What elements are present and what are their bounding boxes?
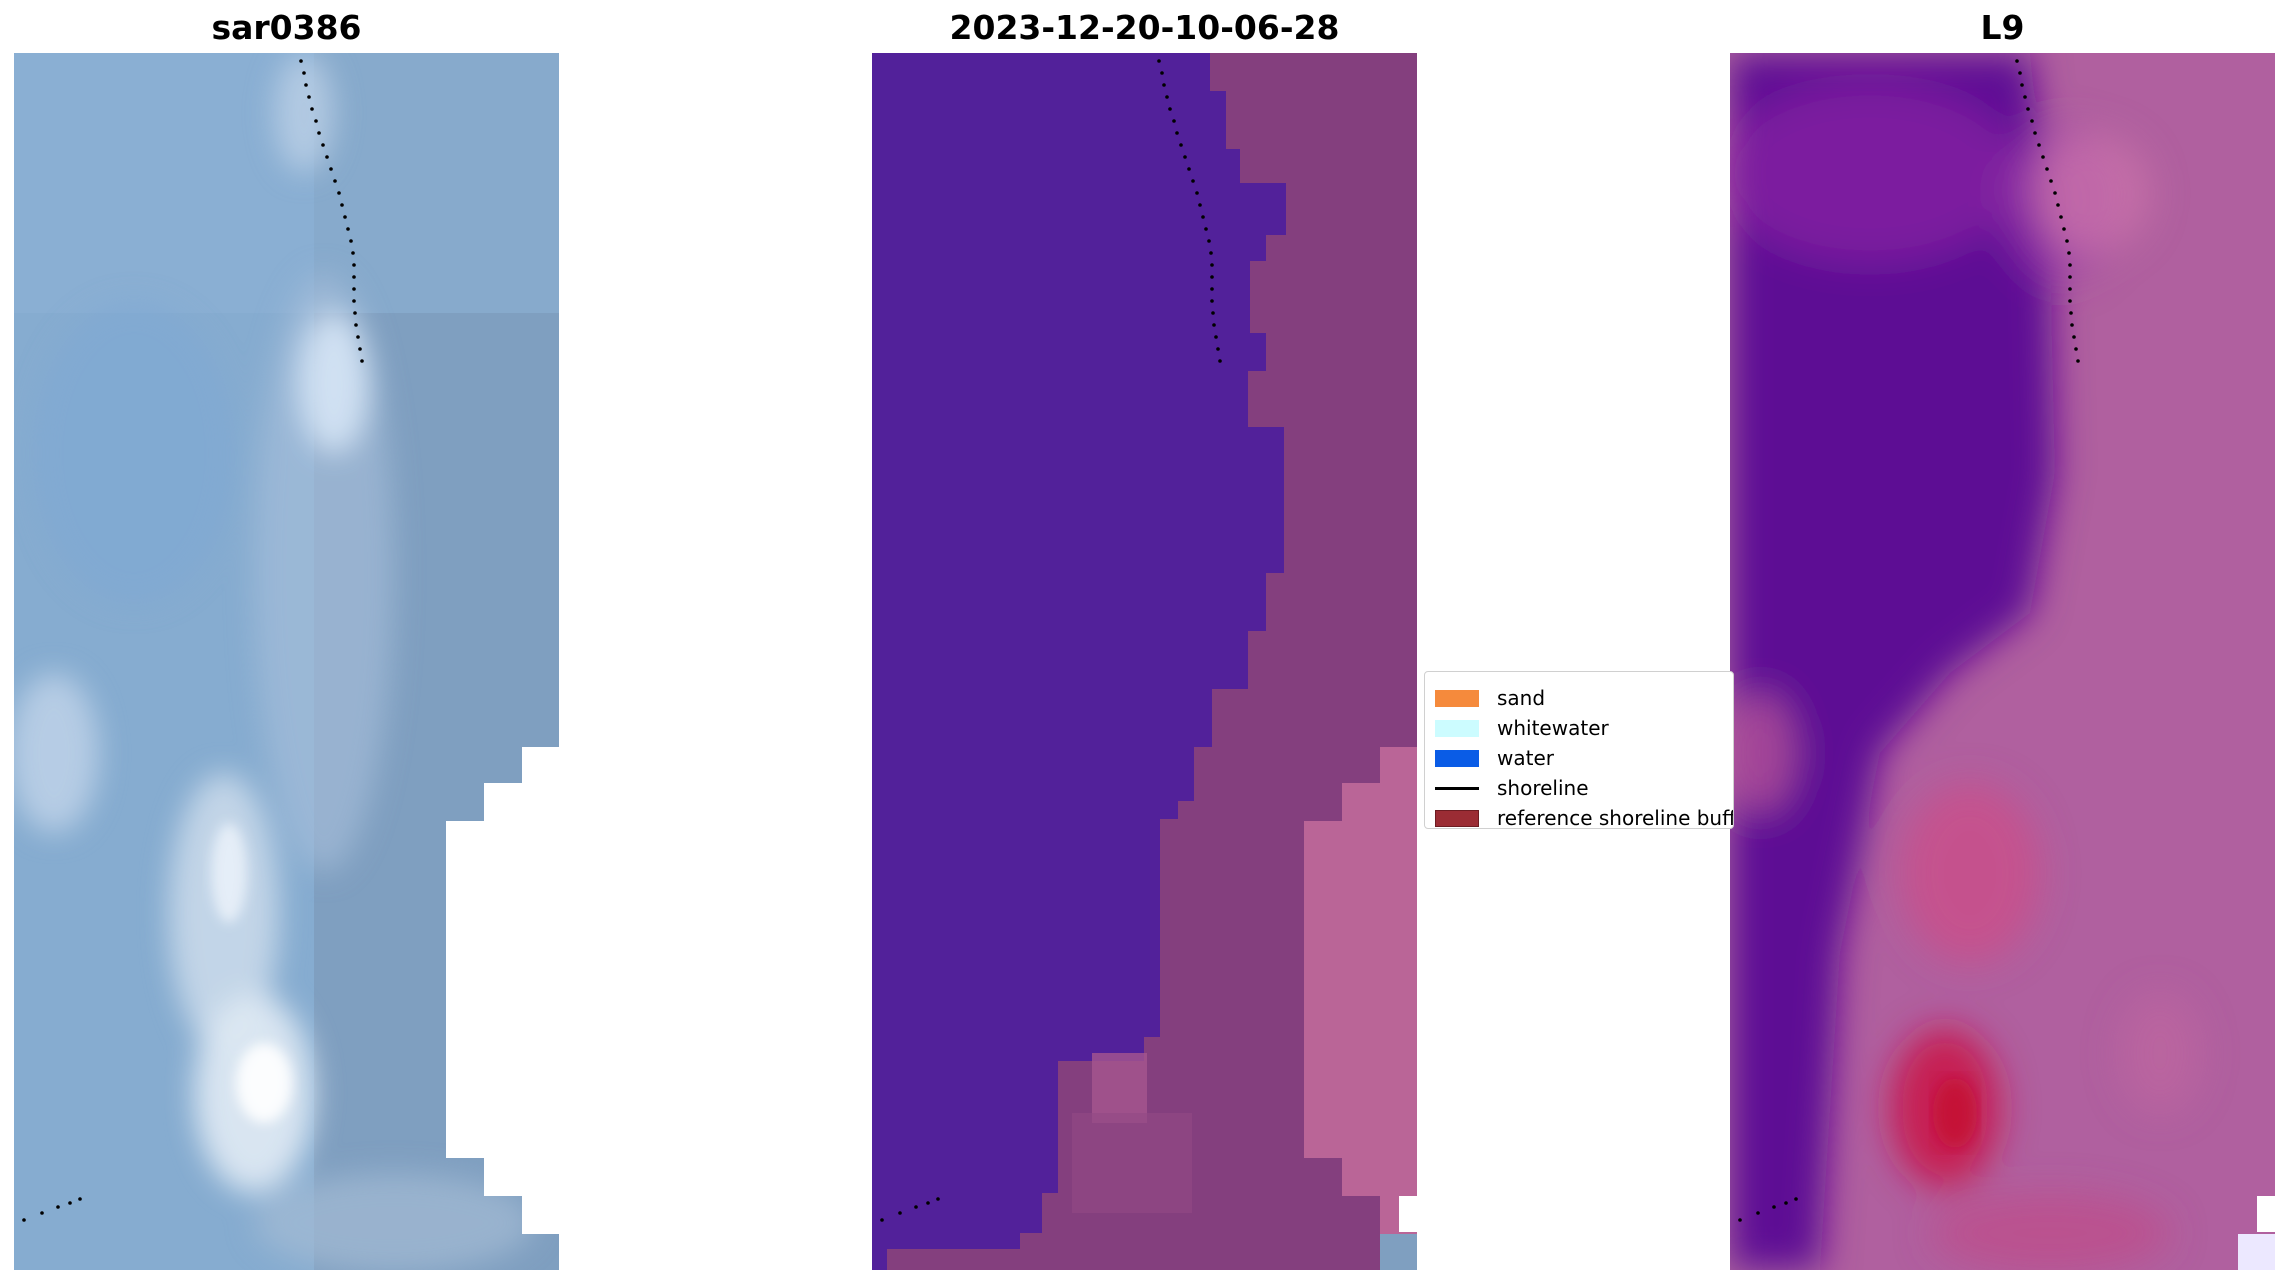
legend-label-reference-buffer: reference shoreline buffer [1497,806,1734,829]
legend-item-shoreline: shoreline [1435,773,1589,803]
whitewater-swatch [1435,719,1479,737]
reference-buffer-swatch [1435,809,1479,827]
legend-label-sand: sand [1497,686,1546,710]
shoreline-line-swatch [1435,786,1479,790]
panel-title-rgb: sar0386 [211,8,362,47]
legend-label-whitewater: whitewater [1497,716,1609,740]
legend-item-whitewater: whitewater [1435,713,1609,743]
panel-index: L9 [1730,0,2275,1283]
legend: sand whitewater water shoreline referenc… [1424,671,1734,829]
classification-image [872,53,1417,1270]
legend-item-sand: sand [1435,683,1545,713]
legend-item-reference-buffer: reference shoreline buffer [1435,803,1734,829]
panel-title-date: 2023-12-20-10-06-28 [949,8,1340,47]
panel-rgb: sar0386 [14,0,559,1283]
panel-classification: 2023-12-20-10-06-28 [872,0,1417,1283]
rgb-image-svg [14,53,559,1270]
rgb-image [14,53,559,1270]
index-image [1730,53,2275,1270]
panel-title-sensor: L9 [1980,8,2025,47]
classification-image-svg [872,53,1417,1270]
water-swatch [1435,749,1479,767]
legend-item-water: water [1435,743,1554,773]
sand-swatch [1435,689,1479,707]
index-image-svg [1730,53,2275,1270]
legend-label-shoreline: shoreline [1497,776,1589,800]
legend-label-water: water [1497,746,1554,770]
